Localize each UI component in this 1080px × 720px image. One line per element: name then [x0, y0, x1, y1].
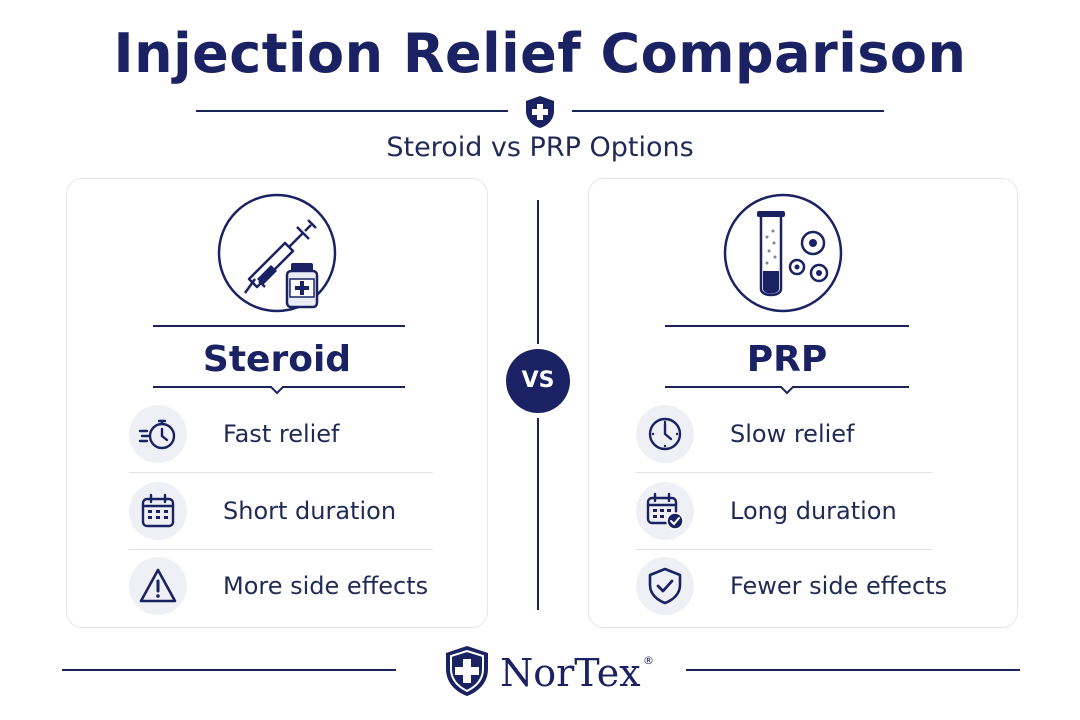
list-item-label: Long duration [730, 497, 897, 525]
title-rule-right [572, 110, 884, 112]
row-divider [129, 549, 433, 550]
registered-mark: ® [643, 654, 654, 667]
shield-check-icon [636, 557, 694, 615]
card-title: Steroid [202, 339, 352, 380]
footer-rule-right [686, 669, 1020, 671]
card-title-rule-top [665, 325, 909, 327]
prp-card: PRP Slow relief [588, 178, 1018, 628]
list-item-label: Slow relief [730, 420, 855, 448]
list-item: Fewer side effects [636, 557, 956, 615]
list-item-label: Short duration [223, 497, 397, 525]
row-divider [129, 472, 433, 473]
warning-triangle-icon [129, 557, 187, 615]
pointer-notch [780, 386, 794, 395]
list-item: Short duration [129, 482, 429, 540]
footer-rule-left [62, 669, 396, 671]
brand-logo-text: NorTex [500, 651, 641, 695]
syringe-vial-icon [217, 193, 337, 313]
list-item-label: Fewer side effects [730, 572, 948, 600]
page-title: Injection Relief Comparison [113, 22, 967, 85]
shield-cross-icon [446, 646, 488, 696]
title-rule-left [196, 110, 508, 112]
shield-cross-icon [526, 96, 554, 128]
list-item: Fast relief [129, 405, 429, 463]
list-item: Long duration [636, 482, 956, 540]
pointer-notch [270, 386, 284, 395]
center-divider-bottom [537, 418, 539, 610]
list-item: Slow relief [636, 405, 956, 463]
steroid-card: Steroid Fast relief [66, 178, 488, 628]
calendar-check-icon [636, 482, 694, 540]
clock-icon [636, 405, 694, 463]
page-subtitle: Steroid vs PRP Options [386, 132, 694, 163]
list-item-label: Fast relief [223, 420, 340, 448]
list-item: More side effects [129, 557, 429, 615]
row-divider [636, 549, 932, 550]
center-divider-top [537, 200, 539, 344]
row-divider [636, 472, 932, 473]
calendar-icon [129, 482, 187, 540]
card-title-rule-top [153, 325, 405, 327]
vs-badge: VS [506, 349, 570, 413]
test-tube-cells-icon [723, 193, 843, 313]
list-item-label: More side effects [223, 572, 429, 600]
card-title: PRP [746, 339, 828, 380]
fast-stopwatch-icon [129, 405, 187, 463]
